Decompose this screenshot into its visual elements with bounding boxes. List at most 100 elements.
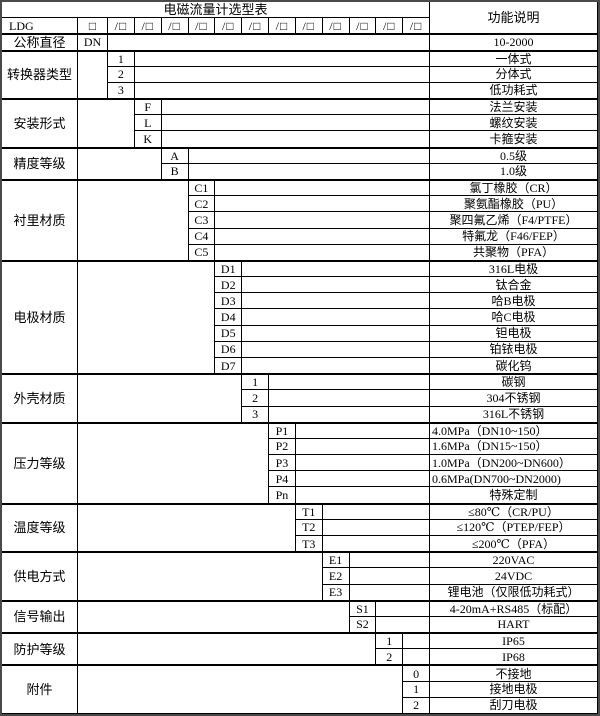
model-code-label: LDG — [2, 18, 78, 35]
code-cell: 2 — [242, 390, 269, 407]
desc-cell: 4-20mA+RS485（标配） — [430, 600, 598, 617]
spacer-cell — [78, 147, 162, 180]
code-cell: 1 — [403, 681, 430, 698]
code-cell: D2 — [215, 277, 243, 294]
desc-cell: 316L不锈钢 — [430, 406, 598, 423]
filler-cell — [349, 552, 430, 569]
desc-cell: 碳化钨 — [430, 357, 598, 375]
code-cell: F — [134, 99, 162, 116]
spacer-cell — [78, 179, 189, 261]
model-code-slot: /□ — [108, 18, 135, 35]
model-code-slot: /□ — [161, 18, 189, 35]
desc-cell: 一体式 — [430, 50, 598, 67]
code-cell: S1 — [349, 600, 377, 617]
filler-cell — [215, 212, 430, 229]
filler-cell — [322, 503, 430, 520]
group-name-liner: 衬里材质 — [2, 179, 78, 261]
group-name-temperature: 温度等级 — [2, 503, 78, 553]
model-code-slot: /□ — [403, 18, 430, 35]
code-cell: 3 — [108, 82, 135, 100]
desc-cell: 1.6MPa（DN15~150） — [430, 438, 598, 456]
filler-cell — [269, 390, 430, 407]
filler-cell — [295, 471, 430, 488]
filler-cell — [215, 179, 430, 197]
desc-cell: 特氟龙（F46/FEP） — [430, 228, 598, 245]
filler-cell — [242, 341, 430, 358]
desc-cell: IP68 — [430, 649, 598, 666]
spacer-cell — [78, 374, 243, 423]
code-cell: D3 — [215, 293, 243, 310]
desc-cell: 卡箍安装 — [430, 131, 598, 148]
filler-cell — [322, 535, 430, 553]
filler-cell — [295, 455, 430, 472]
group-name-electrode: 电极材质 — [2, 260, 78, 375]
desc-cell: IP65 — [430, 633, 598, 650]
desc-cell: 1.0级 — [430, 163, 598, 180]
spacer-cell — [78, 260, 216, 375]
model-code-slot: /□ — [269, 18, 296, 35]
filler-cell — [349, 584, 430, 601]
code-cell: P2 — [269, 438, 296, 456]
model-code-slot: /□ — [134, 18, 162, 35]
group-name-housing: 外壳材质 — [2, 374, 78, 423]
desc-cell: 特殊定制 — [430, 487, 598, 504]
group-name-converter-type: 转换器类型 — [2, 50, 78, 100]
desc-cell: 220VAC — [430, 552, 598, 569]
desc-cell: 碳钢 — [430, 374, 598, 391]
code-cell: K — [134, 131, 162, 148]
desc-cell: 低功耗式 — [430, 82, 598, 100]
filler-cell — [376, 616, 430, 634]
filler-cell — [108, 34, 430, 51]
desc-cell: 聚氨酯橡胶（PU） — [430, 196, 598, 213]
model-code-slot: /□ — [242, 18, 269, 35]
desc-cell: 316L电极 — [430, 260, 598, 278]
filler-cell — [242, 325, 430, 342]
desc-cell: 24VDC — [430, 568, 598, 585]
desc-cell: 304不锈钢 — [430, 390, 598, 407]
desc-cell: 分体式 — [430, 66, 598, 83]
desc-cell: 0.5级 — [430, 147, 598, 164]
filler-cell — [349, 568, 430, 585]
filler-cell — [215, 228, 430, 245]
code-cell: Pn — [269, 487, 296, 504]
group-name-installation: 安装形式 — [2, 99, 78, 148]
code-cell: C4 — [188, 228, 216, 245]
desc-cell: 法兰安装 — [430, 99, 598, 116]
filler-cell — [376, 600, 430, 617]
code-cell: A — [161, 147, 189, 164]
code-cell: T3 — [295, 535, 323, 553]
filler-cell — [295, 422, 430, 439]
desc-cell: 不接地 — [430, 665, 598, 682]
spacer-cell — [78, 665, 404, 714]
group-name-accessory: 附件 — [2, 665, 78, 714]
filler-cell — [403, 633, 430, 650]
code-cell: E1 — [322, 552, 350, 569]
desc-cell: 锂电池（仅限低功耗式） — [430, 584, 598, 601]
filler-cell — [188, 147, 430, 164]
desc-cell: 10-2000 — [430, 34, 598, 51]
group-name-signal: 信号输出 — [2, 600, 78, 634]
filler-cell — [242, 260, 430, 278]
model-code-slot: /□ — [215, 18, 243, 35]
model-code-slot: /□ — [295, 18, 323, 35]
filler-cell — [215, 196, 430, 213]
function-column-header: 功能说明 — [430, 2, 598, 35]
code-cell: 2 — [108, 66, 135, 83]
code-cell: C3 — [188, 212, 216, 229]
code-cell: C1 — [188, 179, 216, 197]
desc-cell: 螺纹安装 — [430, 115, 598, 132]
model-code-slot: /□ — [376, 18, 404, 35]
code-cell: 1 — [242, 374, 269, 391]
filler-cell — [242, 357, 430, 375]
desc-cell: HART — [430, 616, 598, 634]
code-cell: E2 — [322, 568, 350, 585]
spacer-cell — [78, 50, 108, 100]
spacer-cell — [78, 422, 269, 504]
code-cell: 0 — [403, 665, 430, 682]
spacer-cell — [78, 99, 135, 148]
desc-cell: 氯丁橡胶（CR） — [430, 179, 598, 197]
spacer-cell — [78, 600, 350, 634]
desc-cell: 4.0MPa（DN10~150） — [430, 422, 598, 439]
code-cell: T2 — [295, 519, 323, 536]
